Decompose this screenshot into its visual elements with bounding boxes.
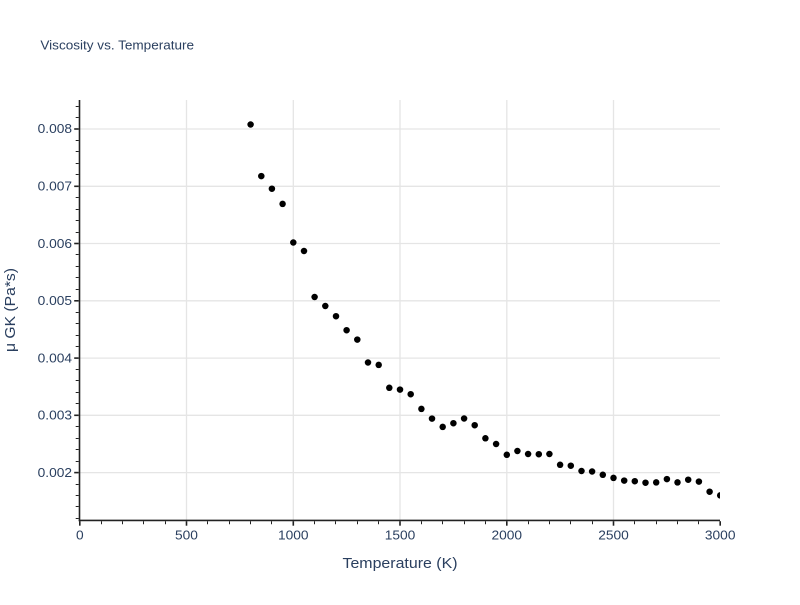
svg-text:0.002: 0.002 — [38, 466, 72, 480]
svg-text:2000: 2000 — [492, 529, 523, 543]
svg-text:0.008: 0.008 — [38, 122, 72, 136]
svg-text:Temperature (K): Temperature (K) — [343, 556, 458, 572]
svg-text:1500: 1500 — [385, 529, 416, 543]
svg-text:0.007: 0.007 — [38, 180, 72, 194]
svg-text:0.006: 0.006 — [38, 237, 72, 251]
svg-text:1000: 1000 — [278, 529, 309, 543]
svg-text:3000: 3000 — [705, 529, 736, 543]
svg-text:0.003: 0.003 — [38, 409, 72, 423]
svg-text:0: 0 — [76, 529, 84, 543]
svg-text:0.005: 0.005 — [38, 294, 72, 308]
svg-text:μ GK (Pa*s): μ GK (Pa*s) — [3, 268, 19, 352]
svg-text:2500: 2500 — [598, 529, 629, 543]
svg-text:500: 500 — [175, 529, 198, 543]
svg-text:Viscosity vs. Temperature: Viscosity vs. Temperature — [40, 38, 194, 52]
svg-text:0.004: 0.004 — [38, 351, 72, 365]
